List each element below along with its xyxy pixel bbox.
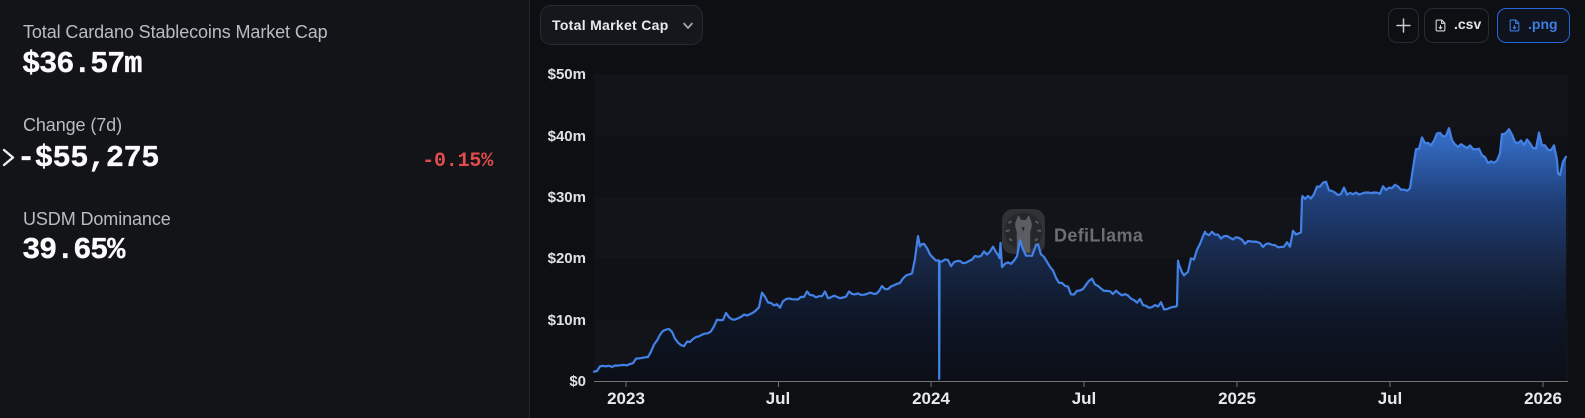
svg-text:DefiLlama: DefiLlama (1054, 226, 1144, 246)
